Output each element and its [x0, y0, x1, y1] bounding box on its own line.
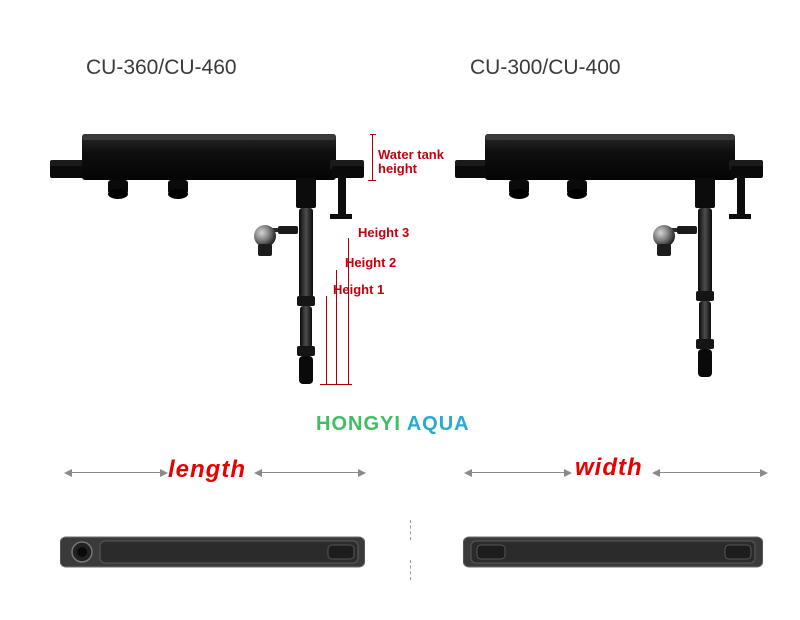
- top-view-right: [463, 535, 763, 574]
- brand-part2: AQUA: [407, 413, 470, 435]
- dim-line-tank-bot: [368, 180, 376, 181]
- dimline-h2: [336, 270, 337, 384]
- brand-watermark: HONGYI AQUA: [316, 413, 470, 436]
- label-height3: Height 3: [358, 225, 409, 240]
- dim-line-tank-top: [370, 134, 376, 135]
- arrow-width-left: [472, 472, 564, 473]
- model-label-right: CU-300/CU-400: [470, 56, 621, 80]
- center-sep-bot: [410, 560, 411, 580]
- dimline-h1: [326, 296, 327, 384]
- filter-left-side-view: [50, 128, 370, 413]
- brand-part1: HONGYI: [316, 413, 407, 435]
- center-sep-top: [410, 520, 411, 540]
- arrow-length-left: [72, 472, 160, 473]
- label-tank-height: Water tank height: [378, 148, 458, 177]
- filter-right-side-view: [455, 128, 775, 413]
- dimline-h3: [348, 238, 349, 384]
- label-height2: Height 2: [345, 255, 396, 270]
- model-label-left: CU-360/CU-460: [86, 56, 237, 80]
- arrow-width-right: [660, 472, 760, 473]
- dim-line-tank-v: [372, 134, 373, 180]
- arrow-length-right: [262, 472, 358, 473]
- label-length: length: [168, 456, 246, 484]
- label-height1: Height 1: [333, 282, 384, 297]
- dimline-base: [320, 384, 352, 385]
- top-view-left: [60, 535, 365, 574]
- label-width: width: [575, 454, 643, 482]
